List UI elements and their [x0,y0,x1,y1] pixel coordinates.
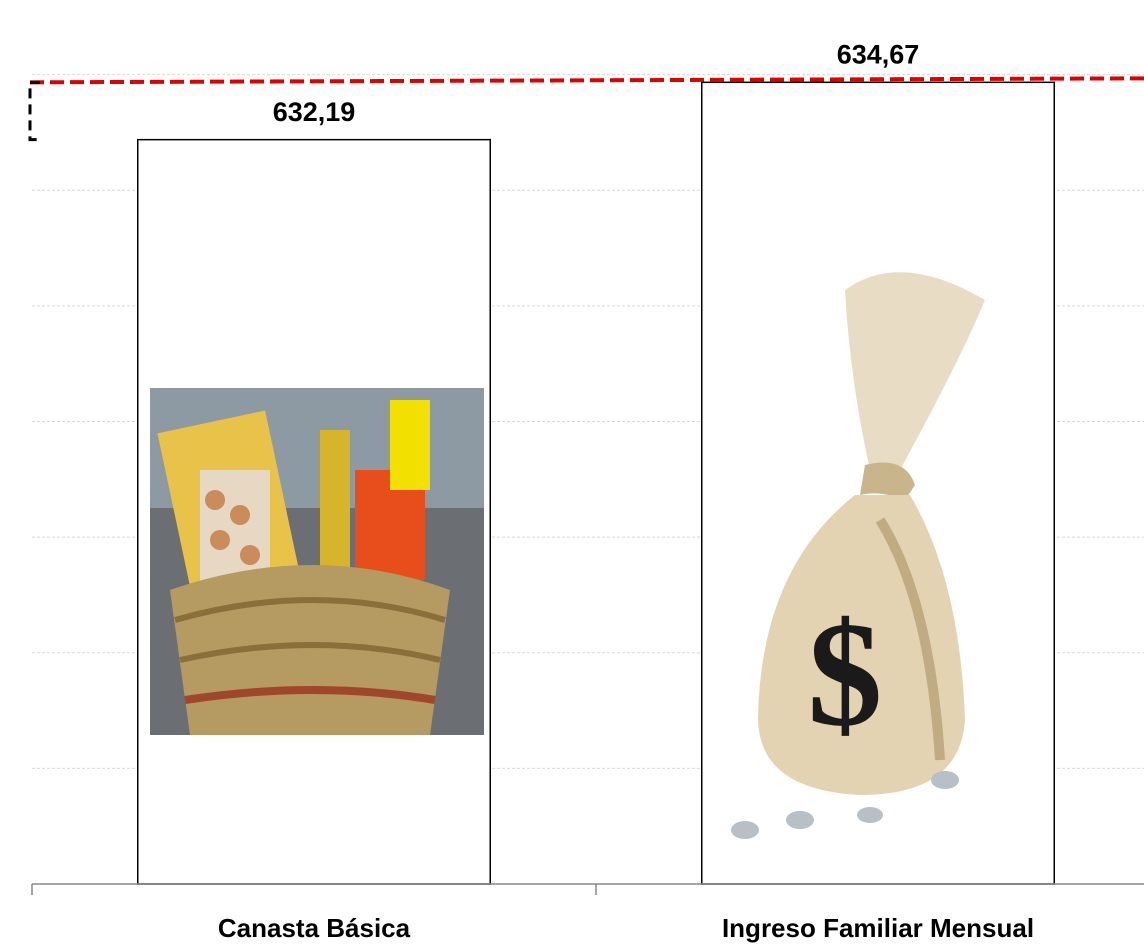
svg-text:$: $ [808,591,883,757]
value-label: 632,19 [273,97,356,127]
value-label: 634,67 [837,39,920,69]
annotations: 632,19 Canasta Básica 634,67 Ingreso Famili… [28,39,1144,943]
difference-bracket [28,80,40,142]
reference-line [29,76,1144,85]
x-tick-label: Ingreso Familiar Mensual [722,913,1034,943]
x-tick-label: Canasta Básica [218,913,411,943]
money-bag-picture: $ [731,272,985,839]
basket-picture [150,388,484,735]
